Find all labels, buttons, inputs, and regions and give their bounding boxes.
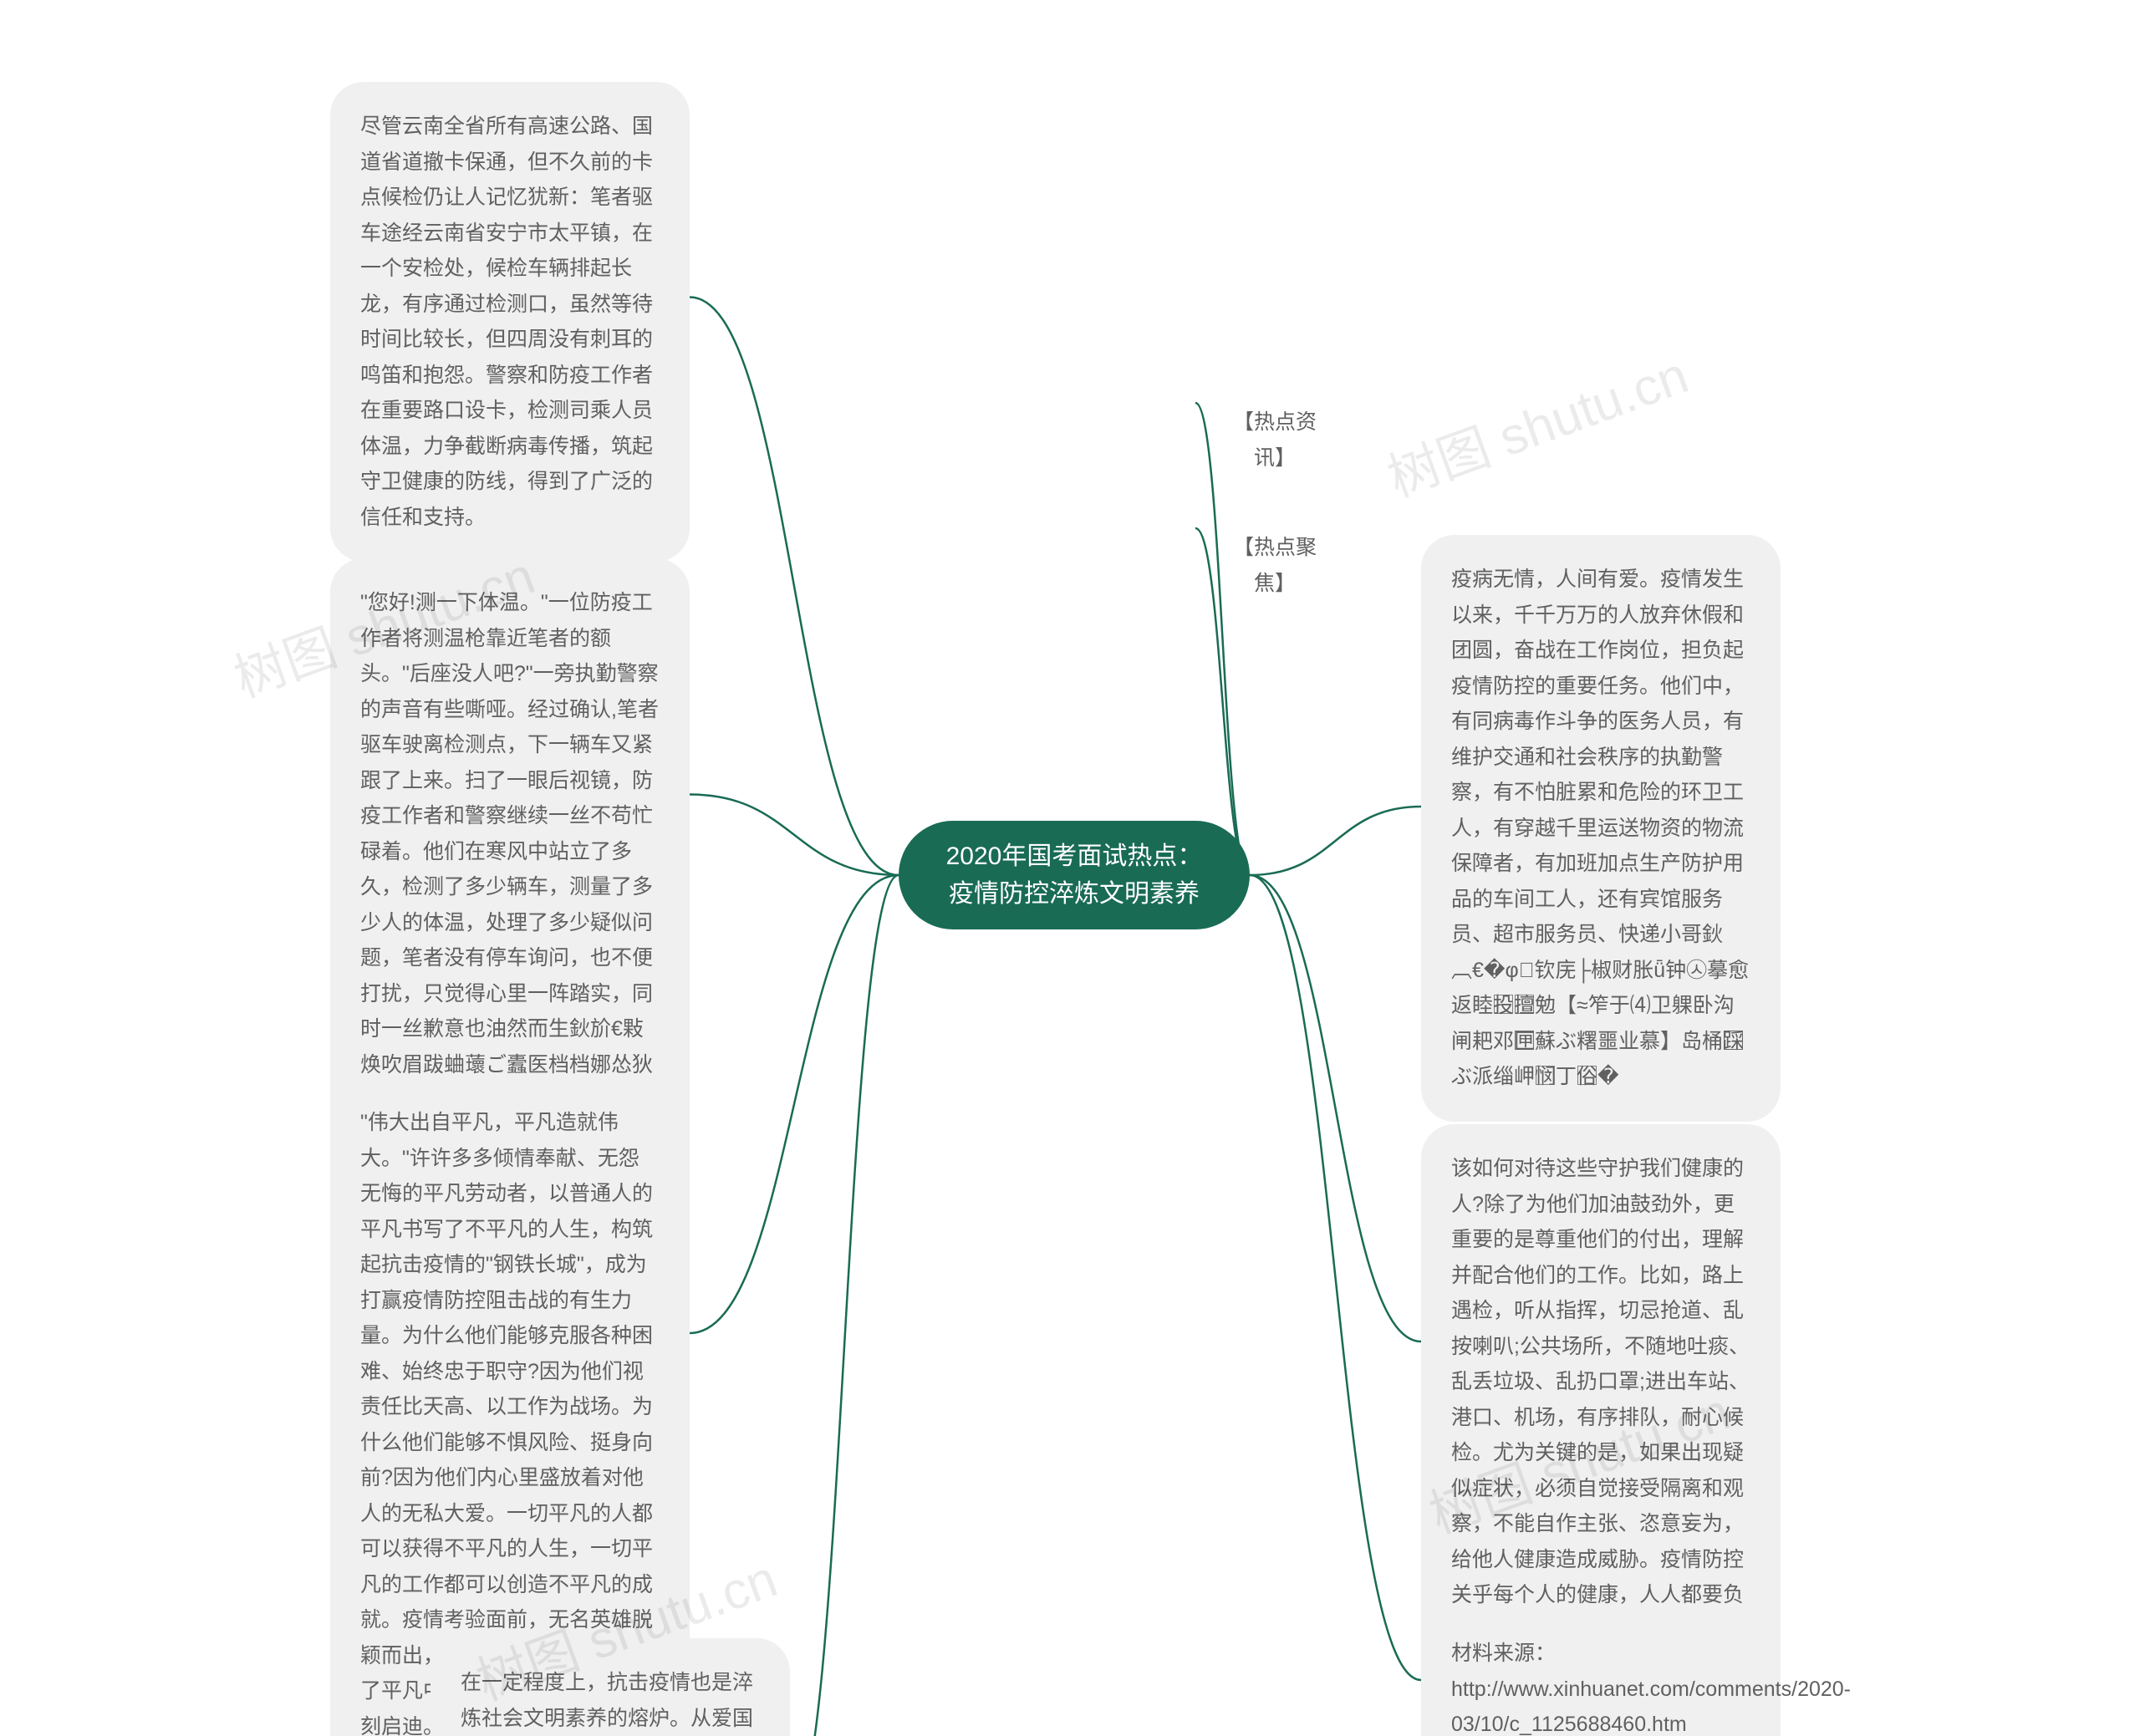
mindmap-node[interactable]: 【热点资讯】	[1195, 378, 1354, 502]
mindmap-node[interactable]: "伟大出自平凡，平凡造就伟大。"许许多多倾情奉献、无怨无悔的平凡劳动者，以普通人…	[330, 1078, 690, 1736]
node-text: "您好!测一下体温。"一位防疫工作者将测温枪靠近笔者的额头。"后座没人吧?"一旁…	[360, 591, 659, 1112]
node-text: 在一定程度上，抗击疫情也是淬炼社会文明素养的熔炉。从爱国奉献到友善互助，从爱岗敬…	[461, 1671, 753, 1736]
mindmap-node[interactable]: 【热点聚焦】	[1195, 503, 1354, 628]
node-text: 【热点资讯】	[1233, 410, 1317, 470]
mindmap-node[interactable]: 疫病无情，人间有爱。疫情发生以来，千千万万的人放弃休假和团圆，奋战在工作岗位，担…	[1421, 535, 1781, 1122]
mindmap-node[interactable]: "您好!测一下体温。"一位防疫工作者将测温枪靠近笔者的额头。"后座没人吧?"一旁…	[330, 558, 690, 1145]
node-text: 【热点聚焦】	[1233, 536, 1317, 595]
node-text: 材料来源：http://www.xinhuanet.com/comments/2…	[1451, 1642, 1851, 1736]
node-text: 疫病无情，人间有爱。疫情发生以来，千千万万的人放弃休假和团圆，奋战在工作岗位，担…	[1451, 568, 1749, 1088]
center-title: 2020年国考面试热点：疫情防控淬炼文明素养	[940, 837, 1208, 913]
mindmap-node[interactable]: 该如何对待这些守护我们健康的人?除了为他们加油鼓劲外，更重要的是尊重他们的付出，…	[1421, 1124, 1781, 1675]
node-text: 尽管云南全省所有高速公路、国道省道撤卡保通，但不久前的卡点候检仍让人记忆犹新：笔…	[360, 115, 653, 529]
mindmap-node[interactable]: 尽管云南全省所有高速公路、国道省道撤卡保通，但不久前的卡点候检仍让人记忆犹新：笔…	[330, 82, 690, 562]
mindmap-node[interactable]: 在一定程度上，抗击疫情也是淬炼社会文明素养的熔炉。从爱国奉献到友善互助，从爱岗敬…	[431, 1638, 790, 1736]
center-node[interactable]: 2020年国考面试热点：疫情防控淬炼文明素养	[899, 821, 1250, 929]
node-text: 该如何对待这些守护我们健康的人?除了为他们加油鼓劲外，更重要的是尊重他们的付出，…	[1451, 1157, 1750, 1642]
mindmap-node[interactable]: 材料来源：http://www.xinhuanet.com/comments/2…	[1421, 1609, 1781, 1736]
watermark: 树图 shutu.cn	[1376, 333, 1697, 511]
mindmap-canvas: 2020年国考面试热点：疫情防控淬炼文明素养 尽管云南全省所有高速公路、国道省道撤…	[0, 0, 2140, 1736]
